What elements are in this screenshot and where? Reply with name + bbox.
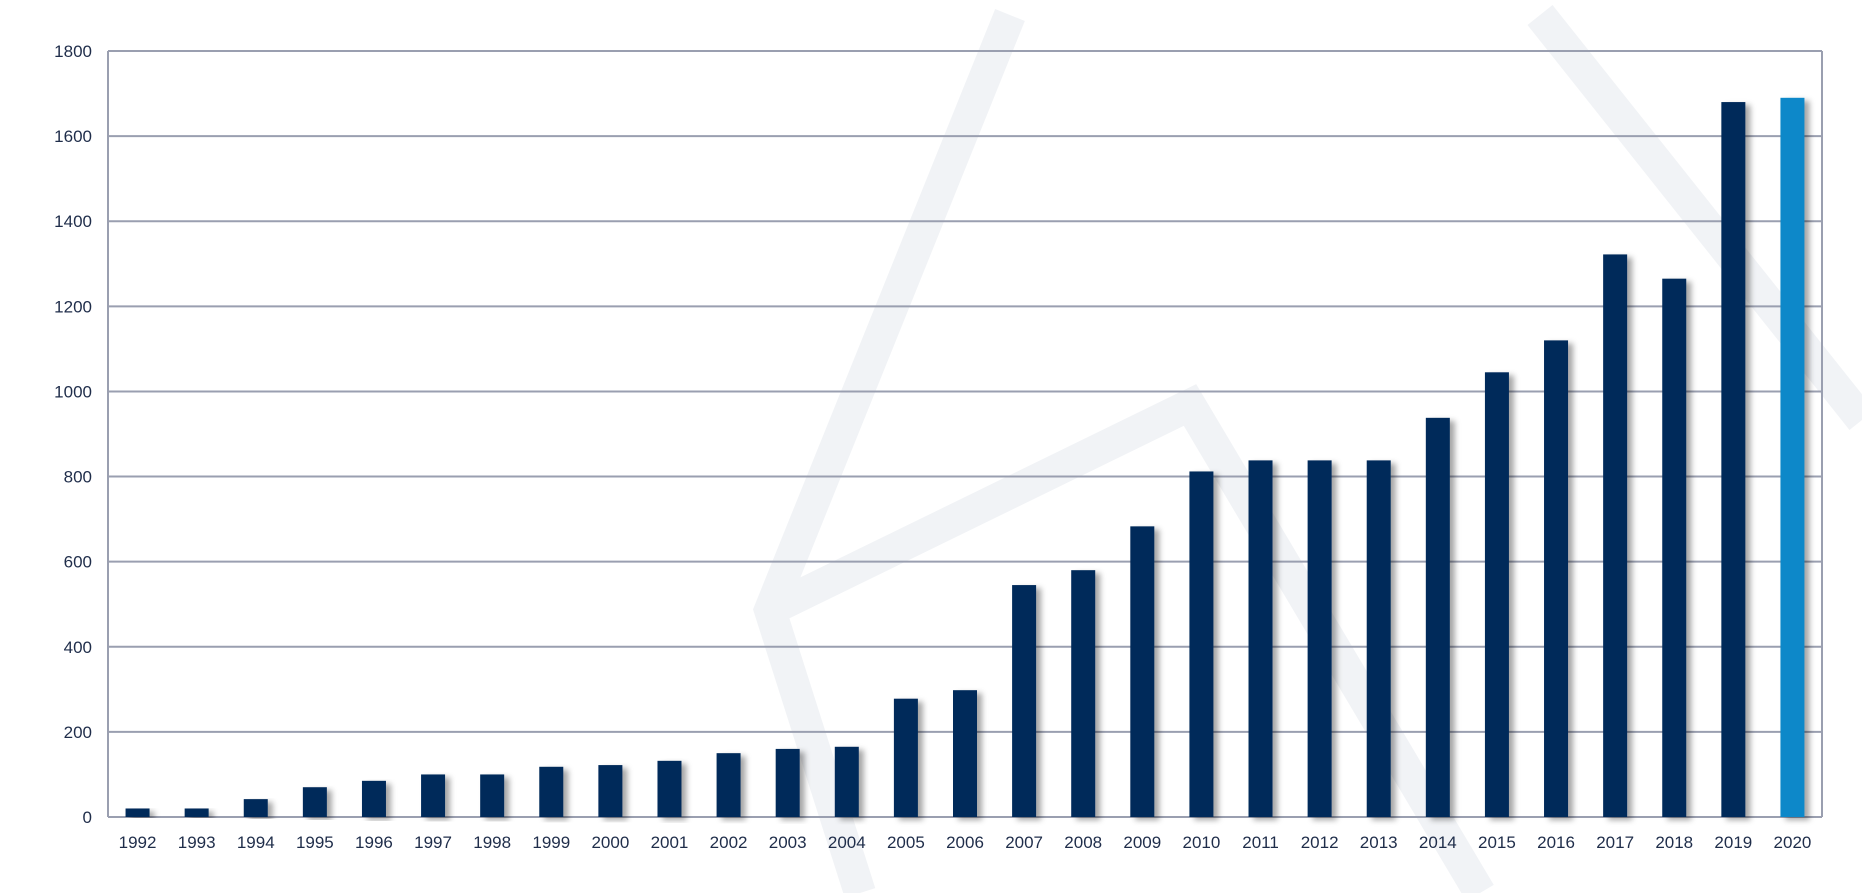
bar-2013 [1366,460,1391,817]
x-tick-label: 2016 [1537,833,1575,852]
y-tick-label: 1000 [54,382,92,401]
x-tick-label: 1999 [532,833,570,852]
bar-2001 [657,760,682,817]
bar-2020 [1780,97,1805,818]
x-tick-label: 2017 [1596,833,1634,852]
bar-2009 [1130,526,1155,817]
x-tick-label: 2019 [1714,833,1752,852]
x-tick-label: 1995 [296,833,334,852]
y-tick-label: 1200 [54,297,92,316]
bar-1999 [539,766,564,817]
x-tick-label: 1994 [237,833,275,852]
bar-2008 [1071,570,1096,817]
bar-1997 [421,774,446,817]
x-tick-label: 1998 [473,833,511,852]
x-tick-label: 2013 [1360,833,1398,852]
bar-2002 [716,753,741,817]
bar-2007 [1012,585,1037,817]
x-tick-label: 2005 [887,833,925,852]
x-tick-label: 2011 [1242,833,1279,852]
x-tick-label: 2004 [828,833,866,852]
x-tick-label: 1997 [414,833,452,852]
x-tick-label: 2002 [710,833,748,852]
bar-2018 [1662,278,1687,817]
bar-1992 [125,808,150,817]
x-tick-label: 2015 [1478,833,1516,852]
x-tick-label: 1993 [178,833,216,852]
bar-2015 [1484,372,1509,817]
bar-2000 [598,765,623,817]
bar-1998 [480,774,505,817]
bar-2019 [1721,102,1746,818]
bar-2014 [1425,417,1450,817]
bar-2016 [1544,340,1569,817]
x-tick-label: 2018 [1655,833,1693,852]
bar-2005 [893,698,918,817]
y-tick-label: 1600 [54,127,92,146]
x-tick-label: 1996 [355,833,393,852]
bar-1996 [361,780,386,817]
x-tick-label: 2006 [946,833,984,852]
y-tick-label: 800 [64,468,92,487]
bar-1994 [243,799,268,817]
x-tick-label: 2001 [651,833,689,852]
bar-2006 [953,690,977,817]
bar-1993 [184,808,209,817]
y-tick-label: 400 [64,638,92,657]
bar-2003 [775,748,800,817]
bar-2011 [1248,460,1273,817]
bar-2010 [1189,471,1214,817]
bars [125,97,1805,818]
x-tick-label: 2007 [1005,833,1043,852]
x-tick-label: 2020 [1774,833,1812,852]
x-tick-label: 1992 [119,833,157,852]
bar-2017 [1603,254,1628,818]
bar-2004 [834,746,859,817]
y-tick-label: 0 [83,808,92,827]
y-tick-label: 200 [64,723,92,742]
x-tick-label: 2008 [1064,833,1102,852]
bar-2012 [1307,460,1332,817]
x-tick-label: 2010 [1182,833,1220,852]
y-tick-label: 600 [64,553,92,572]
y-tick-label: 1400 [54,212,92,231]
y-axis-ticks: 0 200 400 600 800 1000 1200 1400 1600 1800 [54,42,92,827]
x-tick-label: 2000 [591,833,629,852]
x-tick-label: 2012 [1301,833,1339,852]
y-tick-label: 1800 [54,42,92,61]
x-axis-ticks: 1992 1993 1994 1995 1996 1997 1998 1999 2000 2001… [119,833,1812,852]
x-tick-label: 2009 [1123,833,1161,852]
bar-1995 [302,787,327,817]
x-tick-label: 2003 [769,833,807,852]
x-tick-label: 2014 [1419,833,1457,852]
